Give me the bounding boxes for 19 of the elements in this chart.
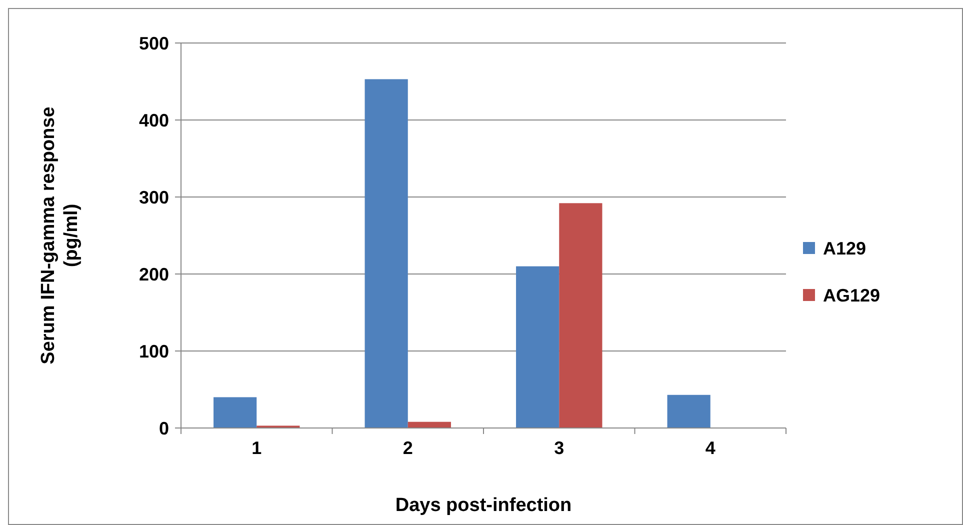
y-tick-label: 500 xyxy=(138,33,169,54)
x-axis-title: Days post-infection xyxy=(395,495,572,516)
y-axis-title: Serum IFN-gamma response (pg/ml) xyxy=(38,106,82,364)
x-tick-label: 1 xyxy=(252,438,262,458)
legend-label: A129 xyxy=(823,238,866,258)
bar xyxy=(516,266,560,428)
x-tick-label: 2 xyxy=(402,438,413,458)
x-tick-label: 3 xyxy=(554,438,564,458)
y-tick-label: 200 xyxy=(138,264,169,284)
bar xyxy=(214,397,257,428)
bar xyxy=(559,203,602,428)
y-tick-label: 0 xyxy=(158,418,169,438)
y-tick-label: 300 xyxy=(138,187,169,208)
bar xyxy=(667,394,710,428)
x-tick-label: 4 xyxy=(705,438,716,458)
legend-label: AG129 xyxy=(823,285,880,306)
bar xyxy=(364,79,408,428)
y-tick-label: 400 xyxy=(138,110,169,130)
y-tick-label: 100 xyxy=(138,341,169,362)
